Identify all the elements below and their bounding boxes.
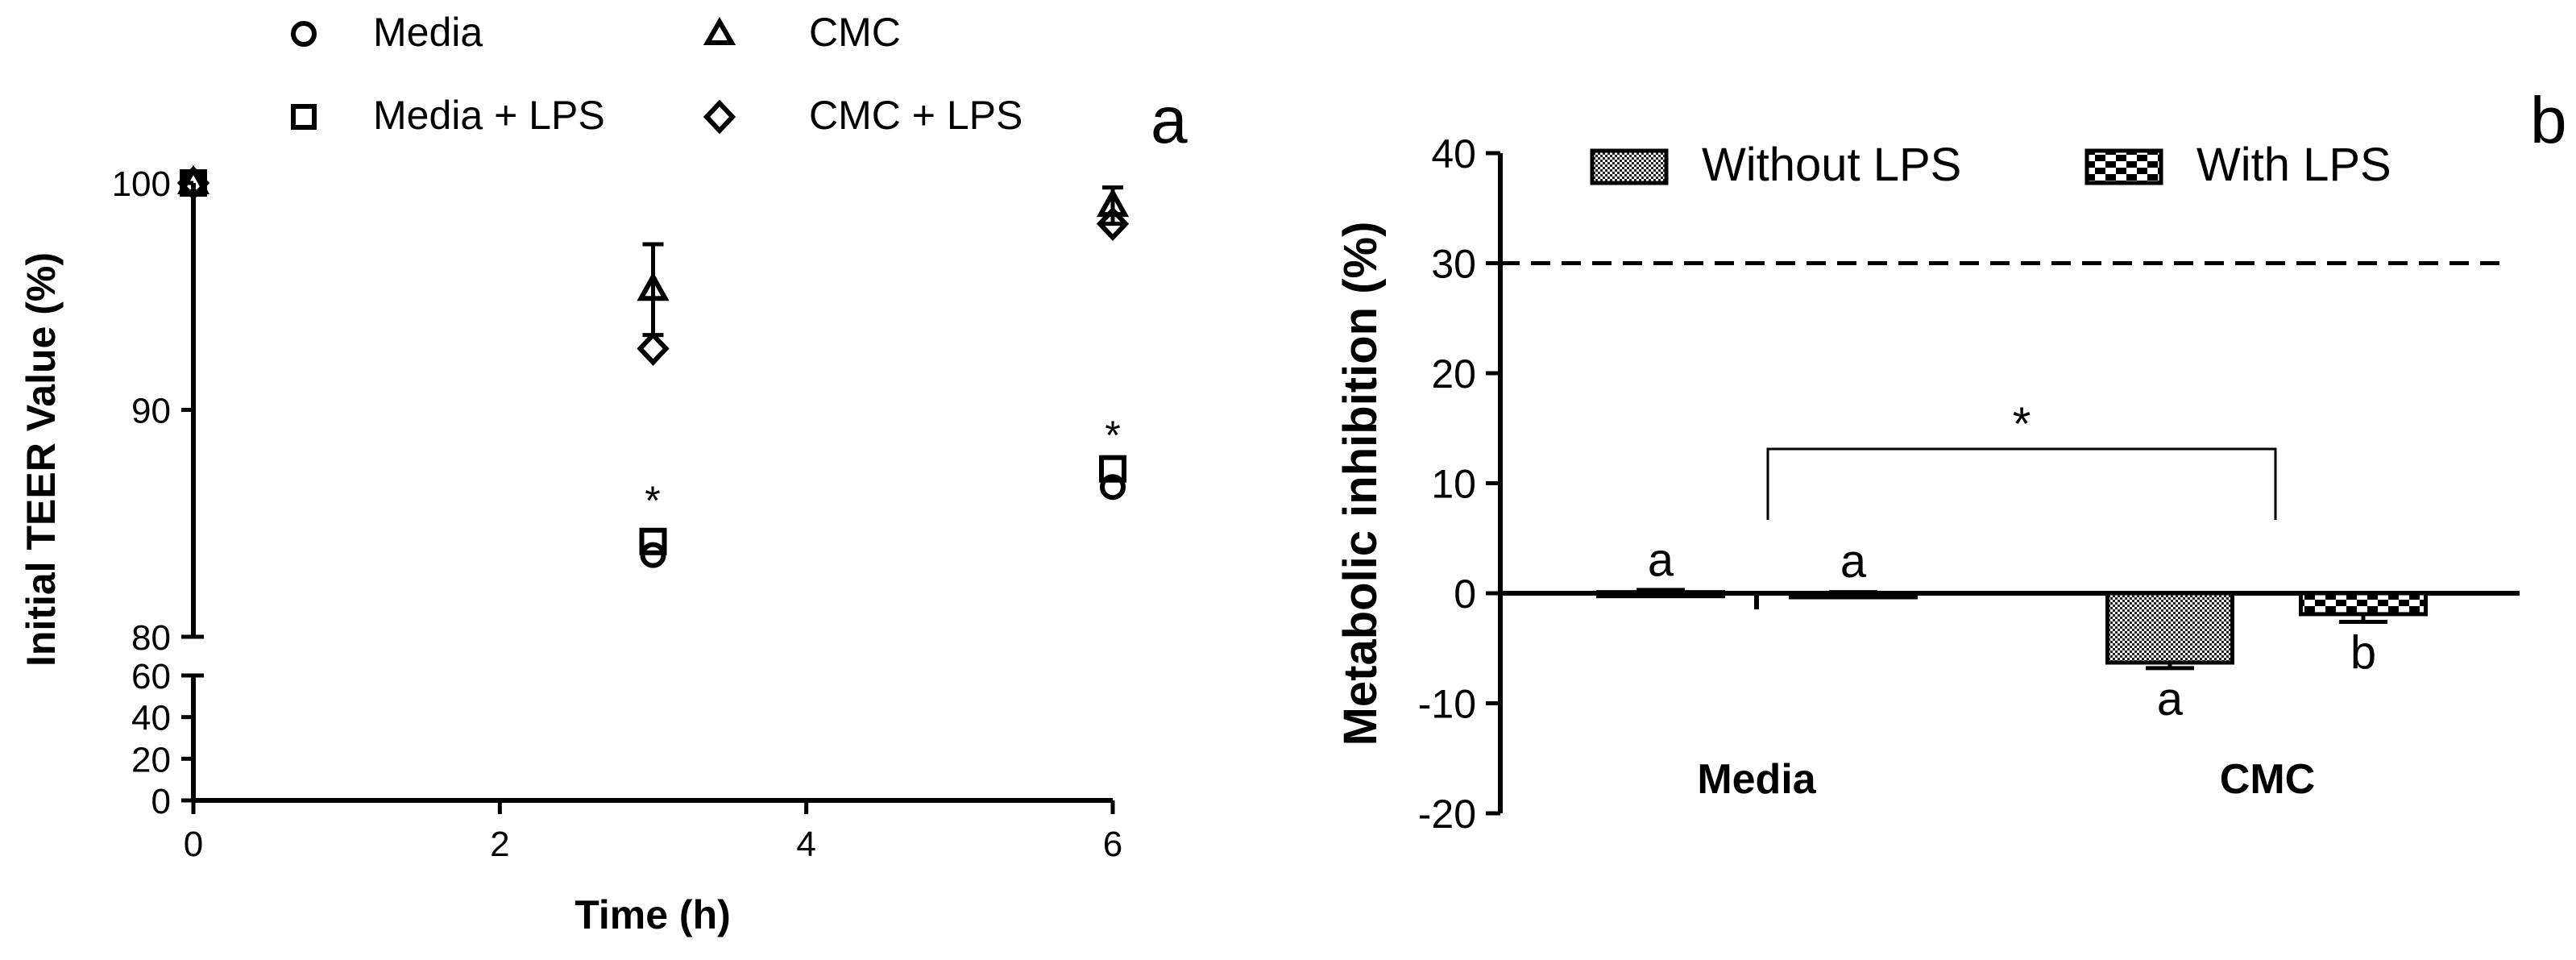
bracket-star: *	[2013, 398, 2031, 451]
legend-label-without-lps: Without LPS	[1702, 139, 1961, 191]
y-tick-label-40: 40	[131, 699, 171, 738]
legend-swatch-without-lps	[1590, 148, 1669, 185]
bar-media-without-lps	[1596, 590, 1725, 599]
point-cmc-lps-t3	[637, 331, 670, 366]
panel-a-teer-chart: Media CMC Media + LPS CMC + LPS a 80 90 10…	[19, 10, 1188, 937]
category-label-media: Media	[1697, 756, 1816, 803]
bar-label-media-without-lps: a	[1648, 534, 1674, 587]
legend-label-cmc: CMC	[809, 10, 901, 55]
y-tick-label-90: 90	[131, 392, 171, 431]
significance-bracket: *	[1766, 398, 2277, 520]
legend-label-media: Media	[373, 10, 483, 55]
panel-a-legend: Media CMC Media + LPS CMC + LPS	[291, 10, 1023, 138]
point-cmc-t6	[1096, 187, 1130, 218]
y-tick-label-80: 80	[131, 618, 171, 658]
panel-b-legend: Without LPS With LPS	[1590, 139, 2391, 191]
b-y-tick-label-30: 30	[1431, 242, 1476, 287]
legend-marker-media-lps	[291, 104, 317, 130]
x-tick-label-4: 4	[796, 825, 815, 864]
bar-cmc-without-lps	[2105, 591, 2234, 665]
panel-b-y-axis: -20 -10 0 10 20 30 40	[1418, 131, 1503, 837]
point-cmc-lps-t6	[1096, 206, 1130, 242]
legend-marker-cmc	[703, 16, 736, 45]
y-tick-label-0: 0	[151, 782, 171, 821]
y-tick-label-60: 60	[131, 657, 171, 696]
point-media-t6	[1100, 474, 1126, 501]
bar-cmc-with-lps	[2299, 591, 2428, 617]
panel-a-data-points	[176, 164, 1130, 568]
bar-label-cmc-with-lps: b	[2350, 626, 2376, 679]
panel-a-x-axis-title: Time (h)	[575, 892, 731, 937]
legend-label-cmc-lps: CMC + LPS	[809, 93, 1023, 138]
panel-a-annotation-star-1: *	[645, 478, 660, 523]
panel-b-letter: b	[2530, 84, 2567, 157]
legend-label-media-lps: Media + LPS	[373, 93, 605, 138]
panel-b-y-axis-title: Metabolic inhibition (%)	[1334, 222, 1387, 746]
x-tick-label-6: 6	[1103, 825, 1122, 864]
point-media-lps-t6	[1099, 455, 1126, 483]
point-cmc-t3	[637, 272, 670, 301]
bar-label-media-with-lps: a	[1840, 535, 1867, 588]
b-y-tick-label-20: 20	[1431, 351, 1476, 397]
panel-b-metabolic-chart: Without LPS With LPS b -20 -10 0 10 20 30 40 M…	[1334, 84, 2567, 837]
legend-marker-media	[291, 21, 317, 47]
point-cmc-t0	[176, 164, 210, 194]
category-label-cmc: CMC	[2220, 756, 2315, 803]
b-y-tick-label-10: 10	[1431, 462, 1476, 507]
bracket-line	[1766, 447, 2277, 520]
x-tick-label-2: 2	[490, 825, 509, 864]
panel-a-letter: a	[1151, 84, 1188, 157]
point-media-lps-t3	[639, 527, 667, 555]
b-y-tick-label--20: -20	[1418, 792, 1476, 837]
bar-label-cmc-without-lps: a	[2157, 673, 2184, 725]
b-y-tick-label-0: 0	[1454, 571, 1476, 617]
legend-label-with-lps: With LPS	[2196, 139, 2391, 191]
y-tick-label-100: 100	[112, 164, 171, 204]
y-tick-label-20: 20	[131, 740, 171, 779]
legend-marker-cmc-lps	[703, 99, 736, 135]
panel-a-x-axis: 0 2 4 6	[184, 798, 1122, 864]
panel-a-y-axis-title: Initial TEER Value (%)	[19, 252, 64, 667]
legend-swatch-with-lps	[2084, 148, 2163, 185]
b-y-tick-label-40: 40	[1431, 131, 1476, 177]
b-y-tick-label--10: -10	[1418, 682, 1476, 727]
point-cmc-lps-t0	[176, 165, 210, 201]
panel-b-bars: a a a b	[1596, 534, 2428, 725]
x-tick-label-0: 0	[184, 825, 203, 864]
panel-a-annotation-star-2: *	[1105, 413, 1120, 458]
